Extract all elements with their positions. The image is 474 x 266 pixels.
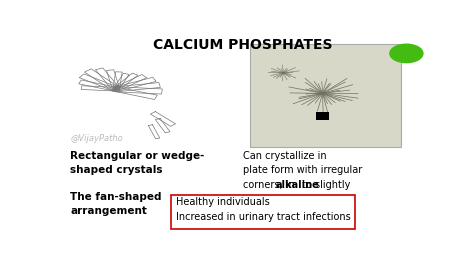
Text: The fan-shaped
arrangement: The fan-shaped arrangement <box>70 192 162 216</box>
Text: Can crystallize in: Can crystallize in <box>243 151 327 161</box>
Polygon shape <box>113 73 138 90</box>
Text: acidic urine: acidic urine <box>243 195 300 205</box>
Text: Healthy individuals: Healthy individuals <box>176 197 269 207</box>
Polygon shape <box>79 74 118 91</box>
Polygon shape <box>79 80 118 91</box>
Text: alkaline: alkaline <box>275 180 319 190</box>
FancyBboxPatch shape <box>171 195 355 228</box>
Polygon shape <box>155 118 170 133</box>
Text: corners, in: corners, in <box>243 180 298 190</box>
Text: plate form with irregular: plate form with irregular <box>243 165 362 176</box>
Polygon shape <box>150 111 175 126</box>
Polygon shape <box>115 87 157 99</box>
Polygon shape <box>113 73 129 90</box>
Polygon shape <box>115 77 156 91</box>
Polygon shape <box>116 82 160 92</box>
Polygon shape <box>107 70 120 90</box>
Polygon shape <box>114 74 146 91</box>
Text: to slightly: to slightly <box>299 180 350 190</box>
Polygon shape <box>116 87 162 94</box>
Circle shape <box>390 44 423 63</box>
Text: Increased in urinary tract infections: Increased in urinary tract infections <box>176 212 350 222</box>
Text: Rectangular or wedge-
shaped crystals: Rectangular or wedge- shaped crystals <box>70 151 205 175</box>
Polygon shape <box>81 86 117 91</box>
Polygon shape <box>95 68 120 90</box>
Polygon shape <box>84 69 119 91</box>
Bar <box>250 44 401 147</box>
Polygon shape <box>148 125 160 139</box>
Polygon shape <box>113 72 122 89</box>
Bar <box>316 112 329 120</box>
Text: CALCIUM PHOSPHATES: CALCIUM PHOSPHATES <box>153 38 333 52</box>
Text: @VijayPatho: @VijayPatho <box>70 134 123 143</box>
